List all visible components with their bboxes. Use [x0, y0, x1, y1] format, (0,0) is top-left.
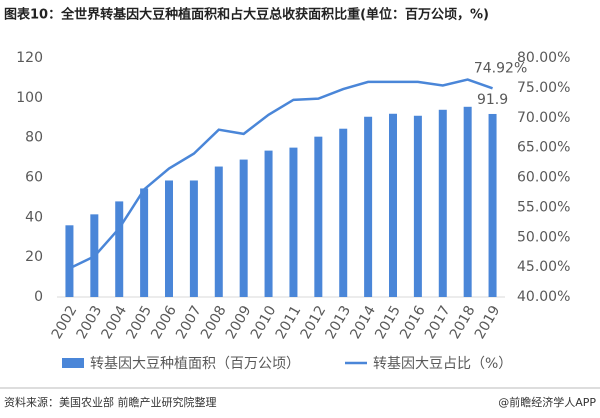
- bar: [488, 113, 497, 297]
- bar: [413, 115, 422, 297]
- bar: [189, 180, 198, 297]
- y2-tick-label: 65.00%: [517, 140, 570, 156]
- chart-title: 图表10：全世界转基因大豆种植面积和占大豆总收获面积比重(单位：百万公顷，%): [4, 7, 489, 23]
- legend-label: 转基因大豆种植面积（百万公顷）: [90, 355, 300, 372]
- y2-tick-label: 45.00%: [517, 259, 570, 275]
- y-tick-label: 40: [25, 209, 43, 225]
- y2-tick-label: 75.00%: [517, 80, 570, 96]
- y-tick-label: 0: [34, 289, 43, 305]
- bar: [165, 180, 173, 297]
- bar: [65, 225, 74, 297]
- y-tick-label: 100: [16, 90, 43, 106]
- bar: [239, 159, 248, 297]
- source: 资料来源：美国农业部 前瞻产业研究院整理: [4, 395, 217, 409]
- y-tick-label: 120: [16, 50, 43, 66]
- y-tick-label: 20: [25, 249, 43, 265]
- y2-tick-label: 80.00%: [517, 50, 570, 66]
- y2-tick-label: 50.00%: [517, 229, 570, 245]
- bar: [339, 128, 348, 297]
- data-label: 74.92%: [474, 60, 527, 76]
- legend-label: 转基因大豆占比（%）: [373, 355, 512, 372]
- y2-tick-label: 70.00%: [517, 110, 570, 126]
- bar: [214, 166, 223, 297]
- bar: [115, 201, 124, 297]
- y-tick-label: 80: [25, 130, 43, 146]
- bar: [438, 109, 447, 298]
- y-tick-label: 60: [25, 170, 43, 186]
- bar: [463, 106, 472, 297]
- y2-tick-label: 40.00%: [517, 289, 570, 305]
- brand: @前瞻经济学人APP: [498, 395, 596, 409]
- legend-swatch: [62, 358, 84, 368]
- bar: [140, 188, 149, 297]
- y2-tick-label: 60.00%: [517, 170, 570, 186]
- bar: [389, 113, 397, 298]
- line: [68, 78, 493, 270]
- bar: [289, 147, 298, 297]
- bar: [364, 116, 373, 297]
- data-label: 91.9: [477, 92, 508, 108]
- bar: [314, 136, 323, 297]
- x-tick-label: 2019: [472, 303, 504, 342]
- bar: [264, 150, 273, 297]
- y2-tick-label: 55.00%: [517, 199, 570, 215]
